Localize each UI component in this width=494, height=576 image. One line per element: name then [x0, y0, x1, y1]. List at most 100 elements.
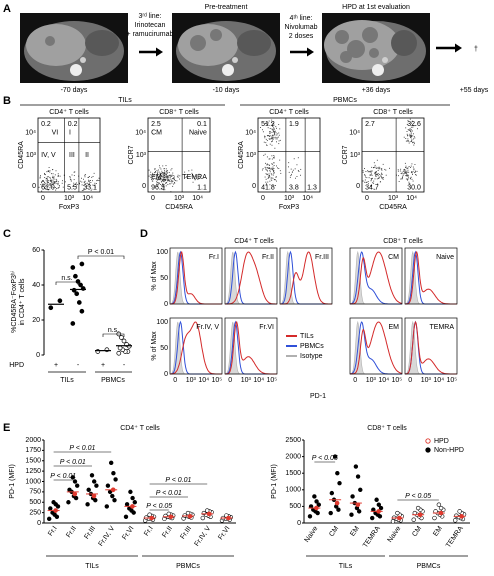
flow-event	[407, 134, 409, 136]
y-tick-label: 100	[156, 319, 168, 326]
flow-event	[157, 173, 158, 175]
flow-event	[74, 171, 76, 173]
flow-event	[261, 169, 263, 171]
region-label: IV, V	[41, 152, 56, 159]
y-axis-label: CD45RA	[18, 141, 25, 169]
flow-event	[405, 166, 406, 168]
region-label: Naive	[189, 130, 207, 137]
quadrant-value: 0.1	[197, 121, 207, 128]
flow-event	[168, 180, 170, 182]
flow-event	[156, 181, 158, 183]
flow-event	[163, 172, 165, 174]
hpd-flag: -	[77, 362, 80, 369]
row-label: HPD	[9, 362, 24, 369]
flow-event	[79, 183, 80, 185]
flow-event	[397, 169, 399, 171]
y-tick-label: 10⁴	[349, 130, 360, 137]
flow-event	[47, 176, 49, 178]
flow-event	[163, 178, 165, 180]
flow-event	[152, 172, 154, 174]
hpd-flag: -	[123, 362, 126, 369]
flow-event	[416, 170, 418, 172]
flow-event	[164, 173, 166, 174]
flow-event	[405, 173, 407, 174]
flow-event	[409, 128, 411, 130]
y-tick-label: 10⁴	[25, 130, 36, 137]
flow-event	[367, 181, 369, 183]
flow-event	[154, 174, 156, 176]
flow-event	[57, 182, 59, 184]
flow-event	[274, 132, 275, 134]
flow-event	[170, 178, 172, 180]
flow-event	[401, 173, 403, 175]
x-tick-label: 10⁵	[211, 377, 222, 384]
significance-bracket	[102, 333, 125, 337]
flow-event	[274, 133, 275, 135]
flow-event	[406, 173, 408, 175]
flow-event	[362, 180, 364, 182]
flow-event	[275, 132, 277, 134]
death-symbol: †	[474, 46, 478, 53]
panel-letter: D	[140, 228, 148, 240]
flow-event	[375, 173, 376, 175]
region-label: EM	[151, 174, 162, 181]
y-tick-label: 0	[32, 183, 36, 190]
flow-event	[366, 177, 368, 179]
flow-event	[271, 119, 273, 121]
flow-event	[264, 137, 266, 139]
y-axis-label: % of Max	[151, 331, 158, 361]
flow-event	[86, 182, 88, 184]
flow-event	[375, 171, 377, 173]
flow-event	[274, 179, 276, 181]
flow-event	[152, 175, 154, 177]
region-label: VI	[52, 130, 59, 137]
flow-event	[399, 170, 401, 172]
flow-event	[293, 158, 295, 160]
plot-frame	[404, 247, 458, 305]
region-label: TEMRA	[182, 174, 207, 181]
flow-event	[265, 138, 267, 140]
y-tick-label: 0	[37, 520, 41, 527]
flow-event	[165, 165, 167, 167]
plot-frame	[349, 247, 403, 305]
x-tick-label: Fr.I	[47, 525, 59, 537]
data-point	[123, 514, 129, 519]
data-point	[457, 509, 462, 514]
plot-frame	[147, 117, 211, 193]
flow-event	[169, 174, 171, 176]
data-point	[89, 473, 95, 478]
flow-event	[365, 181, 367, 183]
flow-event	[188, 170, 190, 172]
flow-event	[407, 179, 409, 181]
flow-event	[52, 177, 53, 179]
flow-event	[370, 172, 372, 174]
ct-liver	[26, 24, 86, 66]
flow-event	[274, 134, 276, 136]
y-tick-label: 2000	[25, 437, 41, 444]
flow-event	[410, 129, 412, 130]
flow-event	[159, 167, 161, 169]
x-tick-label: 0	[228, 377, 232, 384]
flow-event	[161, 170, 163, 172]
flow-event	[38, 186, 40, 188]
flow-event	[151, 175, 153, 177]
flow-event	[373, 162, 375, 164]
flow-event	[52, 183, 54, 185]
flow-event	[269, 143, 271, 145]
y-tick-label: 500	[289, 503, 301, 510]
group-title: PBMCs	[333, 97, 357, 104]
flow-event	[279, 128, 281, 130]
flow-event	[378, 178, 380, 179]
flow-event	[165, 180, 166, 182]
flow-event	[52, 179, 54, 181]
flow-event	[166, 176, 168, 178]
flow-event	[366, 181, 368, 183]
flow-event	[271, 155, 273, 157]
flow-event	[270, 138, 272, 140]
flow-event	[161, 172, 163, 174]
flow-event	[160, 177, 162, 179]
flow-event	[41, 180, 43, 182]
flow-event	[265, 184, 267, 186]
flow-event	[40, 182, 42, 184]
